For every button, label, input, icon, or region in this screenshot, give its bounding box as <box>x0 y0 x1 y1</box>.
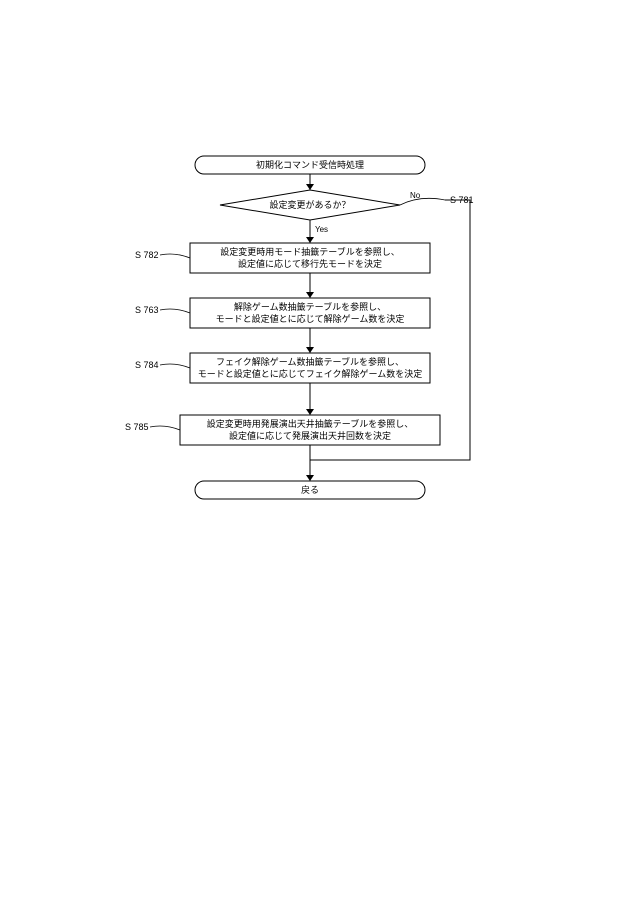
p4-line2: 設定値に応じて発展演出天井回数を決定 <box>229 430 391 441</box>
arrowhead <box>306 237 314 243</box>
p1-leader <box>160 254 190 258</box>
arrowhead <box>306 184 314 190</box>
process-2: 解除ゲーム数抽籤テーブルを参照し、 モードと設定値とに応じて解除ゲーム数を決定 <box>190 298 430 328</box>
p3-line2: モードと設定値とに応じてフェイク解除ゲーム数を決定 <box>198 368 423 379</box>
p4-label: S 785 <box>125 422 149 432</box>
arrowhead <box>306 292 314 298</box>
p2-line2: モードと設定値とに応じて解除ゲーム数を決定 <box>216 313 405 324</box>
p4-leader <box>150 426 180 430</box>
p1-line1: 設定変更時用モード抽籤テーブルを参照し、 <box>220 246 399 257</box>
arrowhead <box>306 347 314 353</box>
no-label: No <box>410 191 421 200</box>
flowchart-canvas: 初期化コマンド受信時処理 設定変更があるか？ S 781 No Yes 設定変更… <box>0 0 640 900</box>
decision-text: 設定変更があるか？ <box>269 199 350 210</box>
yes-label: Yes <box>315 225 328 234</box>
p3-label: S 784 <box>135 360 159 370</box>
p2-line1: 解除ゲーム数抽籤テーブルを参照し、 <box>234 301 386 312</box>
arrowhead <box>306 475 314 481</box>
decision-node: 設定変更があるか？ <box>220 190 400 220</box>
process-3: フェイク解除ゲーム数抽籤テーブルを参照し、 モードと設定値とに応じてフェイク解除… <box>190 353 430 383</box>
process-1: 設定変更時用モード抽籤テーブルを参照し、 設定値に応じて移行先モードを決定 <box>190 243 430 273</box>
p3-line1: フェイク解除ゲーム数抽籤テーブルを参照し、 <box>216 356 404 367</box>
p4-line1: 設定変更時用発展演出天井抽籤テーブルを参照し、 <box>207 418 413 429</box>
p1-label: S 782 <box>135 250 159 260</box>
start-node: 初期化コマンド受信時処理 <box>195 156 425 174</box>
p2-label: S 763 <box>135 305 159 315</box>
start-text: 初期化コマンド受信時処理 <box>256 159 364 170</box>
p2-leader <box>160 309 190 313</box>
arrowhead <box>306 409 314 415</box>
decision-leader <box>400 198 445 205</box>
p1-line2: 設定値に応じて移行先モードを決定 <box>238 258 382 269</box>
end-text: 戻る <box>301 484 319 495</box>
end-node: 戻る <box>195 481 425 499</box>
p3-leader <box>160 364 190 368</box>
process-4: 設定変更時用発展演出天井抽籤テーブルを参照し、 設定値に応じて発展演出天井回数を… <box>180 415 440 445</box>
